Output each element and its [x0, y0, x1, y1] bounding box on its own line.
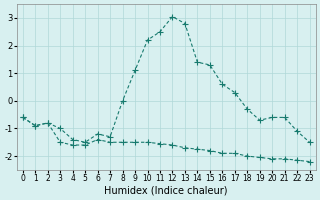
X-axis label: Humidex (Indice chaleur): Humidex (Indice chaleur): [104, 186, 228, 196]
